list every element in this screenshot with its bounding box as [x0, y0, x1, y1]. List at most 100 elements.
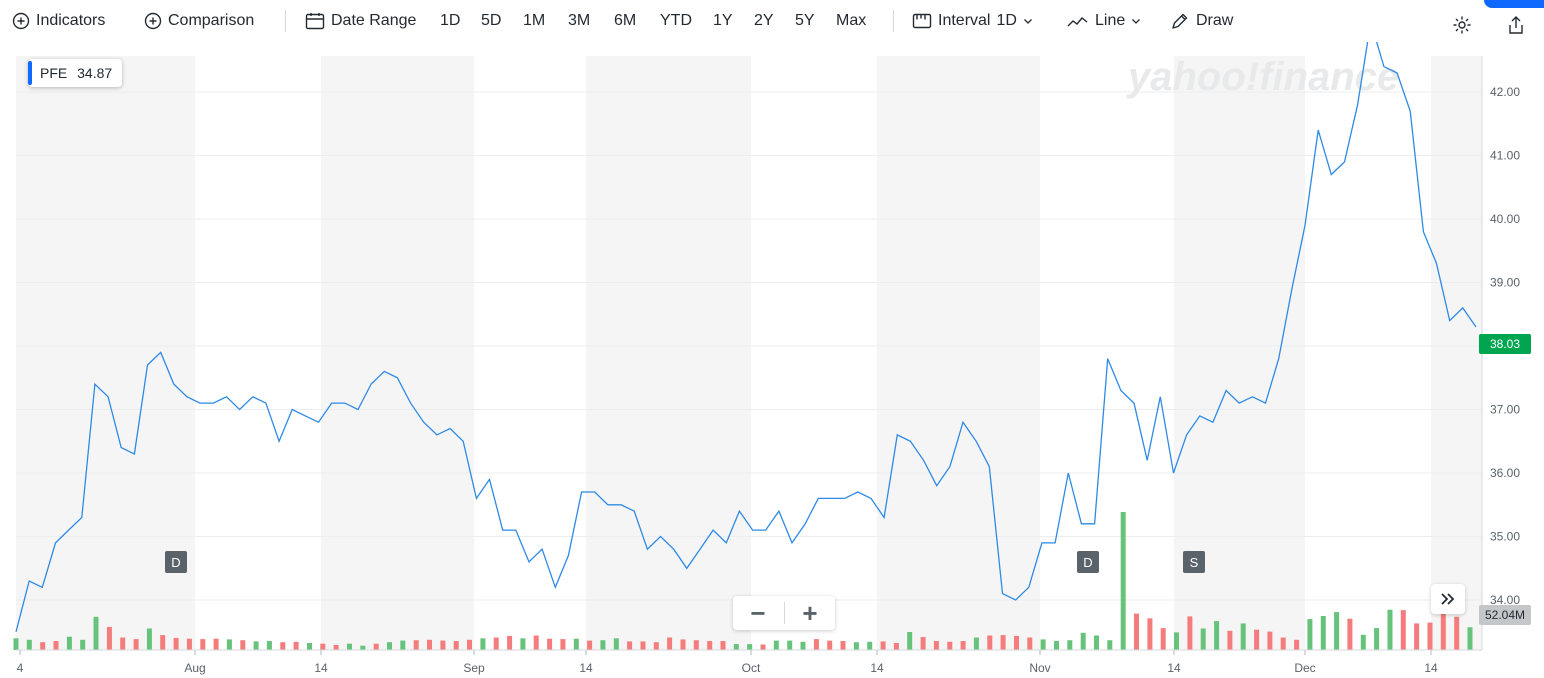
event-marker[interactable] [1077, 551, 1099, 573]
volume-bar [1360, 634, 1366, 650]
scroll-to-latest-button[interactable] [1431, 584, 1465, 614]
volume-bar [280, 642, 286, 650]
volume-bar [520, 638, 526, 650]
range-3m[interactable]: 3M [568, 12, 591, 29]
volume-bar [53, 641, 59, 650]
range-1y[interactable]: 1Y [713, 12, 733, 29]
ticker-price: 34.87 [77, 65, 113, 81]
volume-bar [453, 641, 459, 650]
x-tick-label: 14 [1167, 661, 1181, 675]
toolbar-divider [285, 10, 286, 32]
y-tick-label: 36.00 [1490, 466, 1520, 480]
volume-bar [186, 638, 192, 650]
range-1d[interactable]: 1D [440, 12, 461, 29]
yahoo-finance-watermark: yahoo!finance [1126, 55, 1399, 99]
volume-bar [1147, 618, 1153, 650]
month-band [1431, 56, 1482, 650]
share-button[interactable] [1506, 12, 1532, 38]
y-tick-label: 37.00 [1490, 403, 1520, 417]
volume-bar [760, 644, 766, 650]
volume-bar [213, 638, 219, 650]
symbol-badge[interactable]: PFE 34.87 [28, 59, 123, 87]
range-2y[interactable]: 2Y [754, 12, 774, 29]
x-tick-label: Nov [1029, 661, 1050, 675]
price-chart[interactable]: yahoo!finance 42.0041.0040.0039.0038.003… [0, 42, 1544, 678]
comparison-button[interactable]: Comparison [144, 8, 254, 34]
volume-bar [1054, 641, 1059, 650]
volume-bar [347, 643, 352, 650]
volume-bar [40, 642, 46, 650]
volume-bar [587, 640, 593, 650]
volume-bar [747, 644, 753, 650]
volume-bar [1294, 639, 1300, 650]
event-marker[interactable] [165, 551, 187, 573]
draw-button[interactable]: Draw [1170, 8, 1233, 34]
draw-label: Draw [1196, 12, 1234, 29]
volume-bar [80, 639, 86, 650]
volume-bar [333, 644, 339, 650]
volume-bar [1014, 635, 1019, 650]
x-axis-labels: 4 Aug 14 Sep 14 Oct 14 Nov 14 Dec 14 [16, 649, 1482, 675]
volume-bar [160, 635, 166, 650]
range-5y[interactable]: 5Y [795, 12, 815, 29]
volume-bar [293, 641, 299, 650]
settings-button[interactable] [1452, 12, 1478, 38]
chevron-down-icon [1023, 19, 1032, 24]
calendar-icon [305, 13, 325, 30]
volume-bar [1027, 637, 1033, 650]
last-price-tag: 38.03 [1479, 334, 1531, 354]
volume-bar [1134, 613, 1139, 650]
volume-bar [933, 641, 939, 650]
zoom-out-button[interactable]: − [750, 597, 766, 628]
volume-bar [667, 637, 673, 650]
volume-bar [360, 645, 366, 650]
indicators-button[interactable]: Indicators [12, 8, 105, 34]
volume-bar [1454, 616, 1460, 650]
volume-bar [973, 637, 979, 650]
range-max[interactable]: Max [836, 12, 867, 29]
toolbar-divider [893, 10, 894, 32]
event-marker-label: D [1083, 555, 1092, 570]
volume-bar [240, 640, 246, 650]
volume-bar [800, 641, 806, 650]
volume-bar [1440, 606, 1446, 650]
event-marker[interactable] [1183, 551, 1205, 573]
range-5d[interactable]: 5D [481, 12, 502, 29]
range-6m[interactable]: 6M [614, 12, 637, 29]
volume-bar [920, 637, 926, 650]
volume-bar [200, 639, 206, 650]
volume-bar [720, 641, 726, 650]
plus-circle-icon [12, 12, 30, 30]
volume-bar [1414, 623, 1420, 650]
volume-bar [373, 643, 379, 650]
interval-dropdown[interactable]: Interval 1D [912, 8, 1041, 34]
x-tick-label: 14 [579, 661, 593, 675]
volume-bar [1334, 612, 1340, 650]
month-band [321, 56, 474, 650]
x-tick-label: Oct [742, 661, 761, 675]
x-tick-label: Dec [1294, 661, 1315, 675]
interval-ruler-icon [912, 13, 932, 29]
blue-corner-tab[interactable] [1484, 0, 1544, 8]
zoom-control: − + [733, 596, 835, 630]
volume-bar [813, 639, 819, 650]
date-range-button[interactable]: Date Range [305, 8, 416, 34]
volume-bar [133, 639, 139, 650]
volume-bar [707, 641, 713, 650]
volume-bar [733, 644, 739, 650]
volume-bar [440, 640, 446, 650]
volume-bar [1187, 616, 1193, 650]
range-ytd[interactable]: YTD [660, 12, 692, 29]
volume-bar [680, 639, 686, 650]
range-1m[interactable]: 1M [523, 12, 546, 29]
volume-bar [640, 641, 646, 650]
volume-bar [427, 639, 432, 650]
volume-bar [880, 641, 886, 650]
volume-bar [693, 640, 699, 650]
chart-type-dropdown[interactable]: Line [1067, 8, 1149, 34]
volume-bar [1267, 631, 1273, 650]
volume-bar [1174, 632, 1179, 650]
comparison-label: Comparison [168, 12, 255, 29]
y-tick-label: 35.00 [1490, 530, 1520, 544]
zoom-in-button[interactable]: + [802, 597, 818, 628]
